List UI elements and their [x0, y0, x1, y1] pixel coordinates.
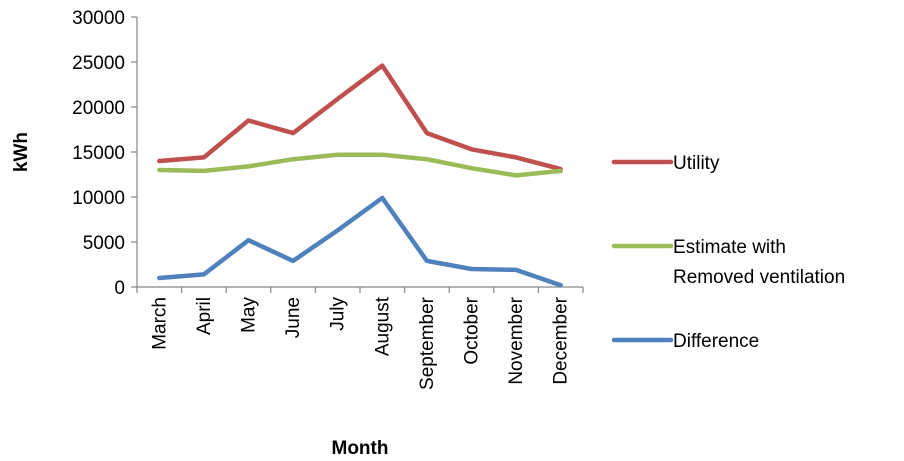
x-tick-label: April — [194, 297, 215, 335]
legend: Utility Estimate with Removed ventilation D… — [611, 153, 845, 352]
legend-label: Estimate with Removed ventilation — [673, 237, 845, 288]
series-line-utility — [157, 63, 563, 172]
x-tick-label: November — [506, 296, 527, 384]
legend-label: Utility — [673, 153, 720, 174]
y-tick-label: 0 — [114, 278, 125, 299]
series-line-difference — [157, 195, 563, 288]
legend-label: Difference — [673, 331, 759, 352]
y-axis: 0 5000 10000 15000 20000 25000 30000 — [72, 8, 137, 299]
x-tick-label: October — [462, 296, 483, 364]
x-tick-label: March — [149, 297, 170, 350]
y-tick-label: 30000 — [72, 8, 125, 29]
series-lines — [157, 63, 563, 288]
series-line-estimate-with-removed-ventilation — [157, 152, 563, 178]
x-tick-label: June — [283, 297, 304, 338]
x-tick-label: July — [328, 297, 349, 331]
y-tick-label: 15000 — [72, 143, 125, 164]
x-tick-label: September — [417, 296, 438, 390]
x-tick-label: May — [239, 297, 260, 333]
x-axis-title: Month — [332, 438, 389, 459]
x-axis: March April May June July August September Octo… — [136, 287, 584, 390]
y-tick-label: 10000 — [72, 188, 125, 209]
x-tick-label: December — [551, 296, 572, 384]
y-tick-label: 20000 — [72, 98, 125, 119]
y-tick-label: 5000 — [83, 233, 125, 254]
y-axis-title: kWh — [11, 132, 32, 172]
plot-area — [136, 17, 583, 288]
x-tick-label: August — [372, 296, 393, 356]
y-tick-label: 25000 — [72, 53, 125, 74]
